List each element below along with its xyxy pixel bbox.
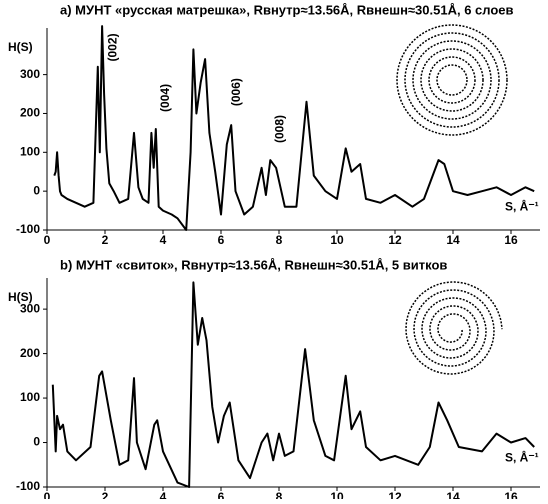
x-tick-label: 6	[218, 490, 225, 499]
x-tick-label: 0	[44, 490, 51, 499]
data-line	[51, 281, 535, 488]
x-tick-label: 12	[388, 490, 402, 499]
x-tick-label: 16	[504, 490, 518, 499]
y-tick-label: 100	[20, 144, 40, 158]
x-tick-label: 2	[102, 490, 109, 499]
x-tick-label: 16	[504, 233, 518, 247]
scroll-icon	[405, 281, 503, 375]
chart-title: b) МУНТ «свиток», Rвнутр≈13.56Å, Rвнешн≈…	[60, 257, 447, 272]
x-tick-label: 0	[44, 233, 51, 247]
y-tick-label: 200	[20, 106, 40, 120]
data-line	[53, 25, 535, 231]
peak-annotation: (008)	[272, 115, 286, 143]
y-tick-label: 0	[33, 183, 40, 197]
y-tick-label: -100	[16, 479, 40, 493]
x-tick-label: 4	[160, 233, 167, 247]
nested-tubes-icon	[396, 24, 508, 136]
y-tick-label: -100	[16, 222, 40, 236]
x-tick-label: 14	[446, 233, 460, 247]
x-axis-label: S, Å⁻¹	[505, 450, 539, 465]
x-tick-label: 14	[446, 490, 460, 499]
x-axis-label: S, Å⁻¹	[505, 198, 539, 213]
y-axis-label: H(S)	[8, 40, 33, 54]
chart-title: a) МУНТ «русская матрешка», Rвнутр≈13.56…	[60, 2, 514, 17]
y-tick-label: 300	[20, 301, 40, 315]
y-tick-label: 100	[20, 390, 40, 404]
x-tick-label: 4	[160, 490, 167, 499]
y-tick-label: 300	[20, 67, 40, 81]
x-tick-label: 2	[102, 233, 109, 247]
y-tick-label: 200	[20, 346, 40, 360]
peak-annotation: (002)	[106, 33, 120, 61]
peak-annotation: (006)	[229, 78, 243, 106]
x-tick-label: 6	[218, 233, 225, 247]
x-tick-label: 8	[276, 490, 283, 499]
x-tick-label: 10	[330, 233, 344, 247]
peak-annotation: (004)	[158, 84, 172, 112]
x-tick-label: 12	[388, 233, 402, 247]
x-tick-label: 8	[276, 233, 283, 247]
y-axis-label: H(S)	[8, 290, 33, 304]
y-tick-label: 0	[33, 435, 40, 449]
x-tick-label: 10	[330, 490, 344, 499]
